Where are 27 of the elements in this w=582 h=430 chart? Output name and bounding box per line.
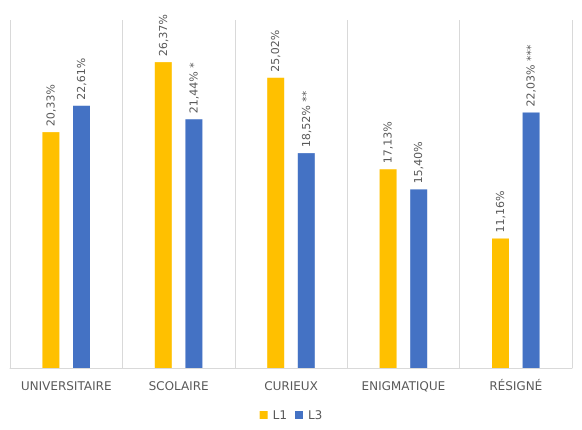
data-label: 17,13%	[382, 121, 395, 164]
bar	[380, 169, 397, 368]
bar	[267, 78, 284, 368]
x-tick-label: UNIVERSITAIRE	[20, 379, 112, 393]
bar	[185, 119, 202, 368]
data-label: 22,03% ***	[524, 44, 538, 106]
data-label: 15,40%	[412, 141, 426, 184]
bar	[522, 112, 540, 368]
legend-label: L3	[308, 408, 322, 422]
x-tick-label: ENIGMATIQUE	[362, 379, 446, 393]
data-label: 18,52% **	[300, 90, 313, 148]
bar	[298, 153, 315, 368]
x-tick-label: RÉSIGNÉ	[489, 378, 542, 393]
legend-label: L1	[272, 408, 288, 422]
bar	[492, 238, 509, 368]
bar	[410, 189, 428, 368]
data-label: 22,61%	[75, 58, 88, 100]
x-tick-label: CURIEUX	[264, 379, 318, 393]
x-tick-label: SCOLAIRE	[148, 379, 209, 393]
data-label: 21,44% *	[187, 62, 200, 114]
data-label: 26,37%	[156, 14, 170, 56]
bar	[42, 132, 60, 368]
data-label: 20,33%	[44, 84, 58, 126]
bar	[73, 106, 90, 368]
bar	[154, 62, 172, 368]
data-label: 25,02%	[269, 30, 282, 72]
data-label: 11,16%	[494, 190, 507, 233]
